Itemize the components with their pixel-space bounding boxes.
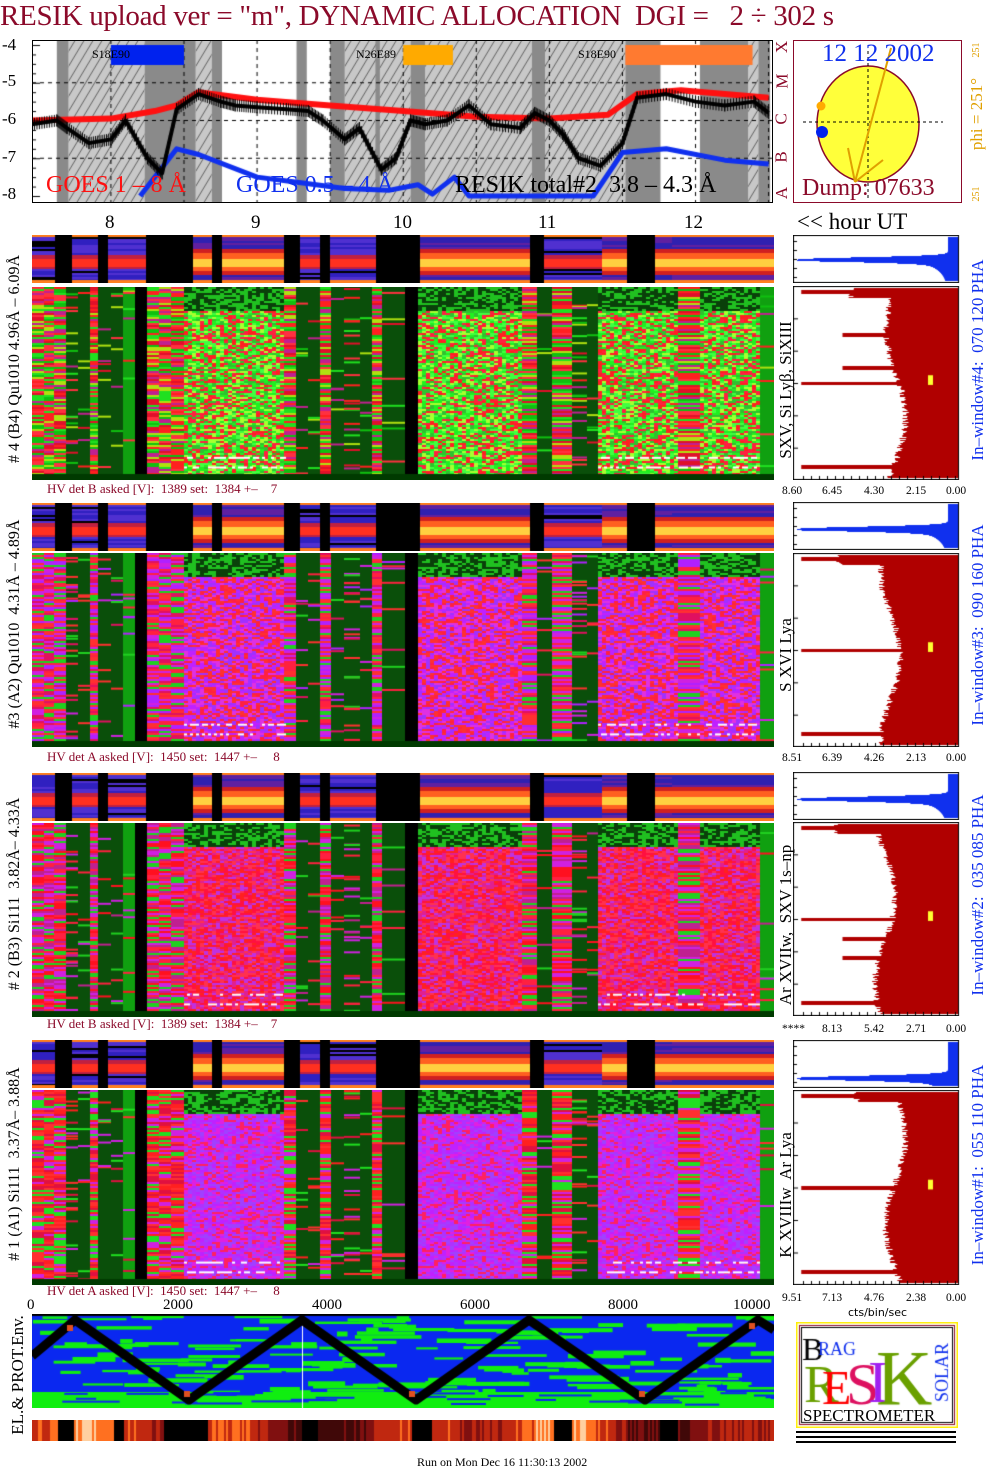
particle-environment-plot [32,1314,774,1408]
spectrogram [32,287,774,480]
hist-tick: 0.00 [946,1292,967,1304]
hist-tick: 8.60 [782,485,803,497]
x-tick: 2000 [163,1297,193,1313]
hour-unit-label: << hour UT [797,209,908,234]
hour-tick: 12 [684,212,703,233]
logo-credits [796,1431,956,1443]
legend-resik: RESIK total#2 3.8 – 4.3 Å [455,172,717,198]
class-letter: X [772,40,792,54]
spectrum-strip [32,773,774,821]
spectrum-histogram [793,553,963,747]
region-label: S18E90 [578,47,617,61]
spectrum-strip [32,235,774,283]
logo-word: SPECTROMETER [803,1406,936,1425]
phi-small: 251 [971,186,982,202]
hist-tick: 5.42 [864,1023,885,1035]
hist-tick: 2.15 [906,485,927,497]
hist-tick: 8.51 [782,752,803,764]
class-letter: A [772,186,792,200]
x-tick: 6000 [460,1297,490,1313]
goes-flux-plot [32,40,773,203]
class-letter: C [771,113,791,125]
hist-tick: 9.51 [782,1292,803,1304]
hour-tick: 8 [105,212,115,233]
hour-tick: 11 [538,212,557,233]
hist-unit-label: cts/bin/sec [848,1306,908,1319]
dump-number: Dump: 07633 [802,175,935,201]
detector-label: #3 (A2) Qu1010 4.31Å – 4.89Å [6,519,23,729]
x-tick: 10000 [733,1297,771,1313]
y-tick: -8 [2,184,17,203]
legend-goes-long: GOES 1 – 8 Å [46,172,187,198]
sun-date: 12 12 2002 [822,40,935,67]
spectrum-strip [32,503,774,551]
hist-tick: **** [782,1023,805,1035]
y-tick: -6 [2,109,17,128]
page-title: RESIK upload ver = "m", DYNAMIC ALLOCATI… [0,0,834,32]
pha-histogram [793,1040,963,1088]
x-tick: 8000 [608,1297,638,1313]
hist-tick: 0.00 [946,1023,967,1035]
pha-window-label: In–window#4: 070 120 PHA [968,259,987,461]
pha-window-label: In–window#1: 055 110 PHA [968,1064,987,1266]
hv-readout: HV det B asked [V]: 1389 set: 1384 +– 7 [47,1016,278,1031]
pha-histogram [793,772,963,820]
spectrum-histogram [793,822,963,1016]
spectrum-strip [32,1040,774,1088]
spectrum-histogram [793,286,963,480]
hour-tick: 9 [251,212,261,233]
detector-label: # 4 (B4) Qu1010 4.96Å – 6.09Å [6,255,23,463]
hist-tick: 8.13 [822,1023,843,1035]
y-tick: -7 [2,147,17,166]
hist-tick: 0.00 [946,485,967,497]
goes-plot-frame [32,40,773,203]
resik-logo-artwork [796,1322,958,1428]
hist-tick: 2.71 [906,1023,927,1035]
run-timestamp: Run on Mon Dec 16 11:30:13 2002 [417,1455,588,1469]
legend-goes-short: GOES 0.5 – 4 Å [236,172,395,198]
detector-label: # 1 (A1) Si111 3.37Å– 3.88Å [6,1067,23,1261]
hv-readout: HV det A asked [V]: 1450 set: 1447 +– 8 [47,1283,280,1298]
hist-tick: 2.38 [906,1292,927,1304]
phi-small: 251 [971,42,982,58]
phi-label: phi = 251° [967,77,986,151]
hv-readout: HV det B asked [V]: 1389 set: 1384 +– 7 [47,481,278,496]
hist-tick: 4.76 [864,1292,885,1304]
y-tick: -4 [2,35,17,54]
spectrum-histogram [793,1090,963,1285]
region-label: S18E90 [92,47,131,61]
class-letter: M [772,73,792,89]
hist-tick: 0.00 [946,752,967,764]
pha-window-label: In–window#3: 090 160 PHA [968,524,987,726]
spectrogram [32,823,774,1017]
region-label: N26E89 [356,47,396,61]
hv-readout: HV det A asked [V]: 1450 set: 1447 +– 8 [47,749,280,764]
particle-intensity-strip [32,1420,774,1441]
pha-histogram [793,235,963,283]
pha-histogram [793,502,963,550]
hist-tick: 6.39 [822,752,843,764]
hist-tick: 7.13 [822,1292,843,1304]
detector-label: # 2 (B3) Si111 3.82Å– 4.33Å [6,797,23,991]
y-tick: -5 [2,71,17,90]
hist-tick: 4.30 [864,485,885,497]
hist-tick: 6.45 [822,485,843,497]
hist-tick: 2.13 [906,752,927,764]
x-tick: 0 [27,1297,35,1313]
x-tick: 4000 [312,1297,342,1313]
region-marker-orange [816,101,826,111]
spectrogram [32,1090,774,1285]
hist-tick: 4.26 [864,752,885,764]
env-label: EL.& PROT.Env. [8,1315,27,1435]
region-marker-blue [816,126,828,138]
hour-tick: 10 [393,212,412,233]
resik-logo: SPECTROMETER [796,1322,958,1428]
sun-disk-panel [793,40,962,203]
spectrogram [32,553,774,747]
pha-window-label: In–window#2: 035 085 PHA [968,794,987,996]
class-letter: B [771,151,791,163]
